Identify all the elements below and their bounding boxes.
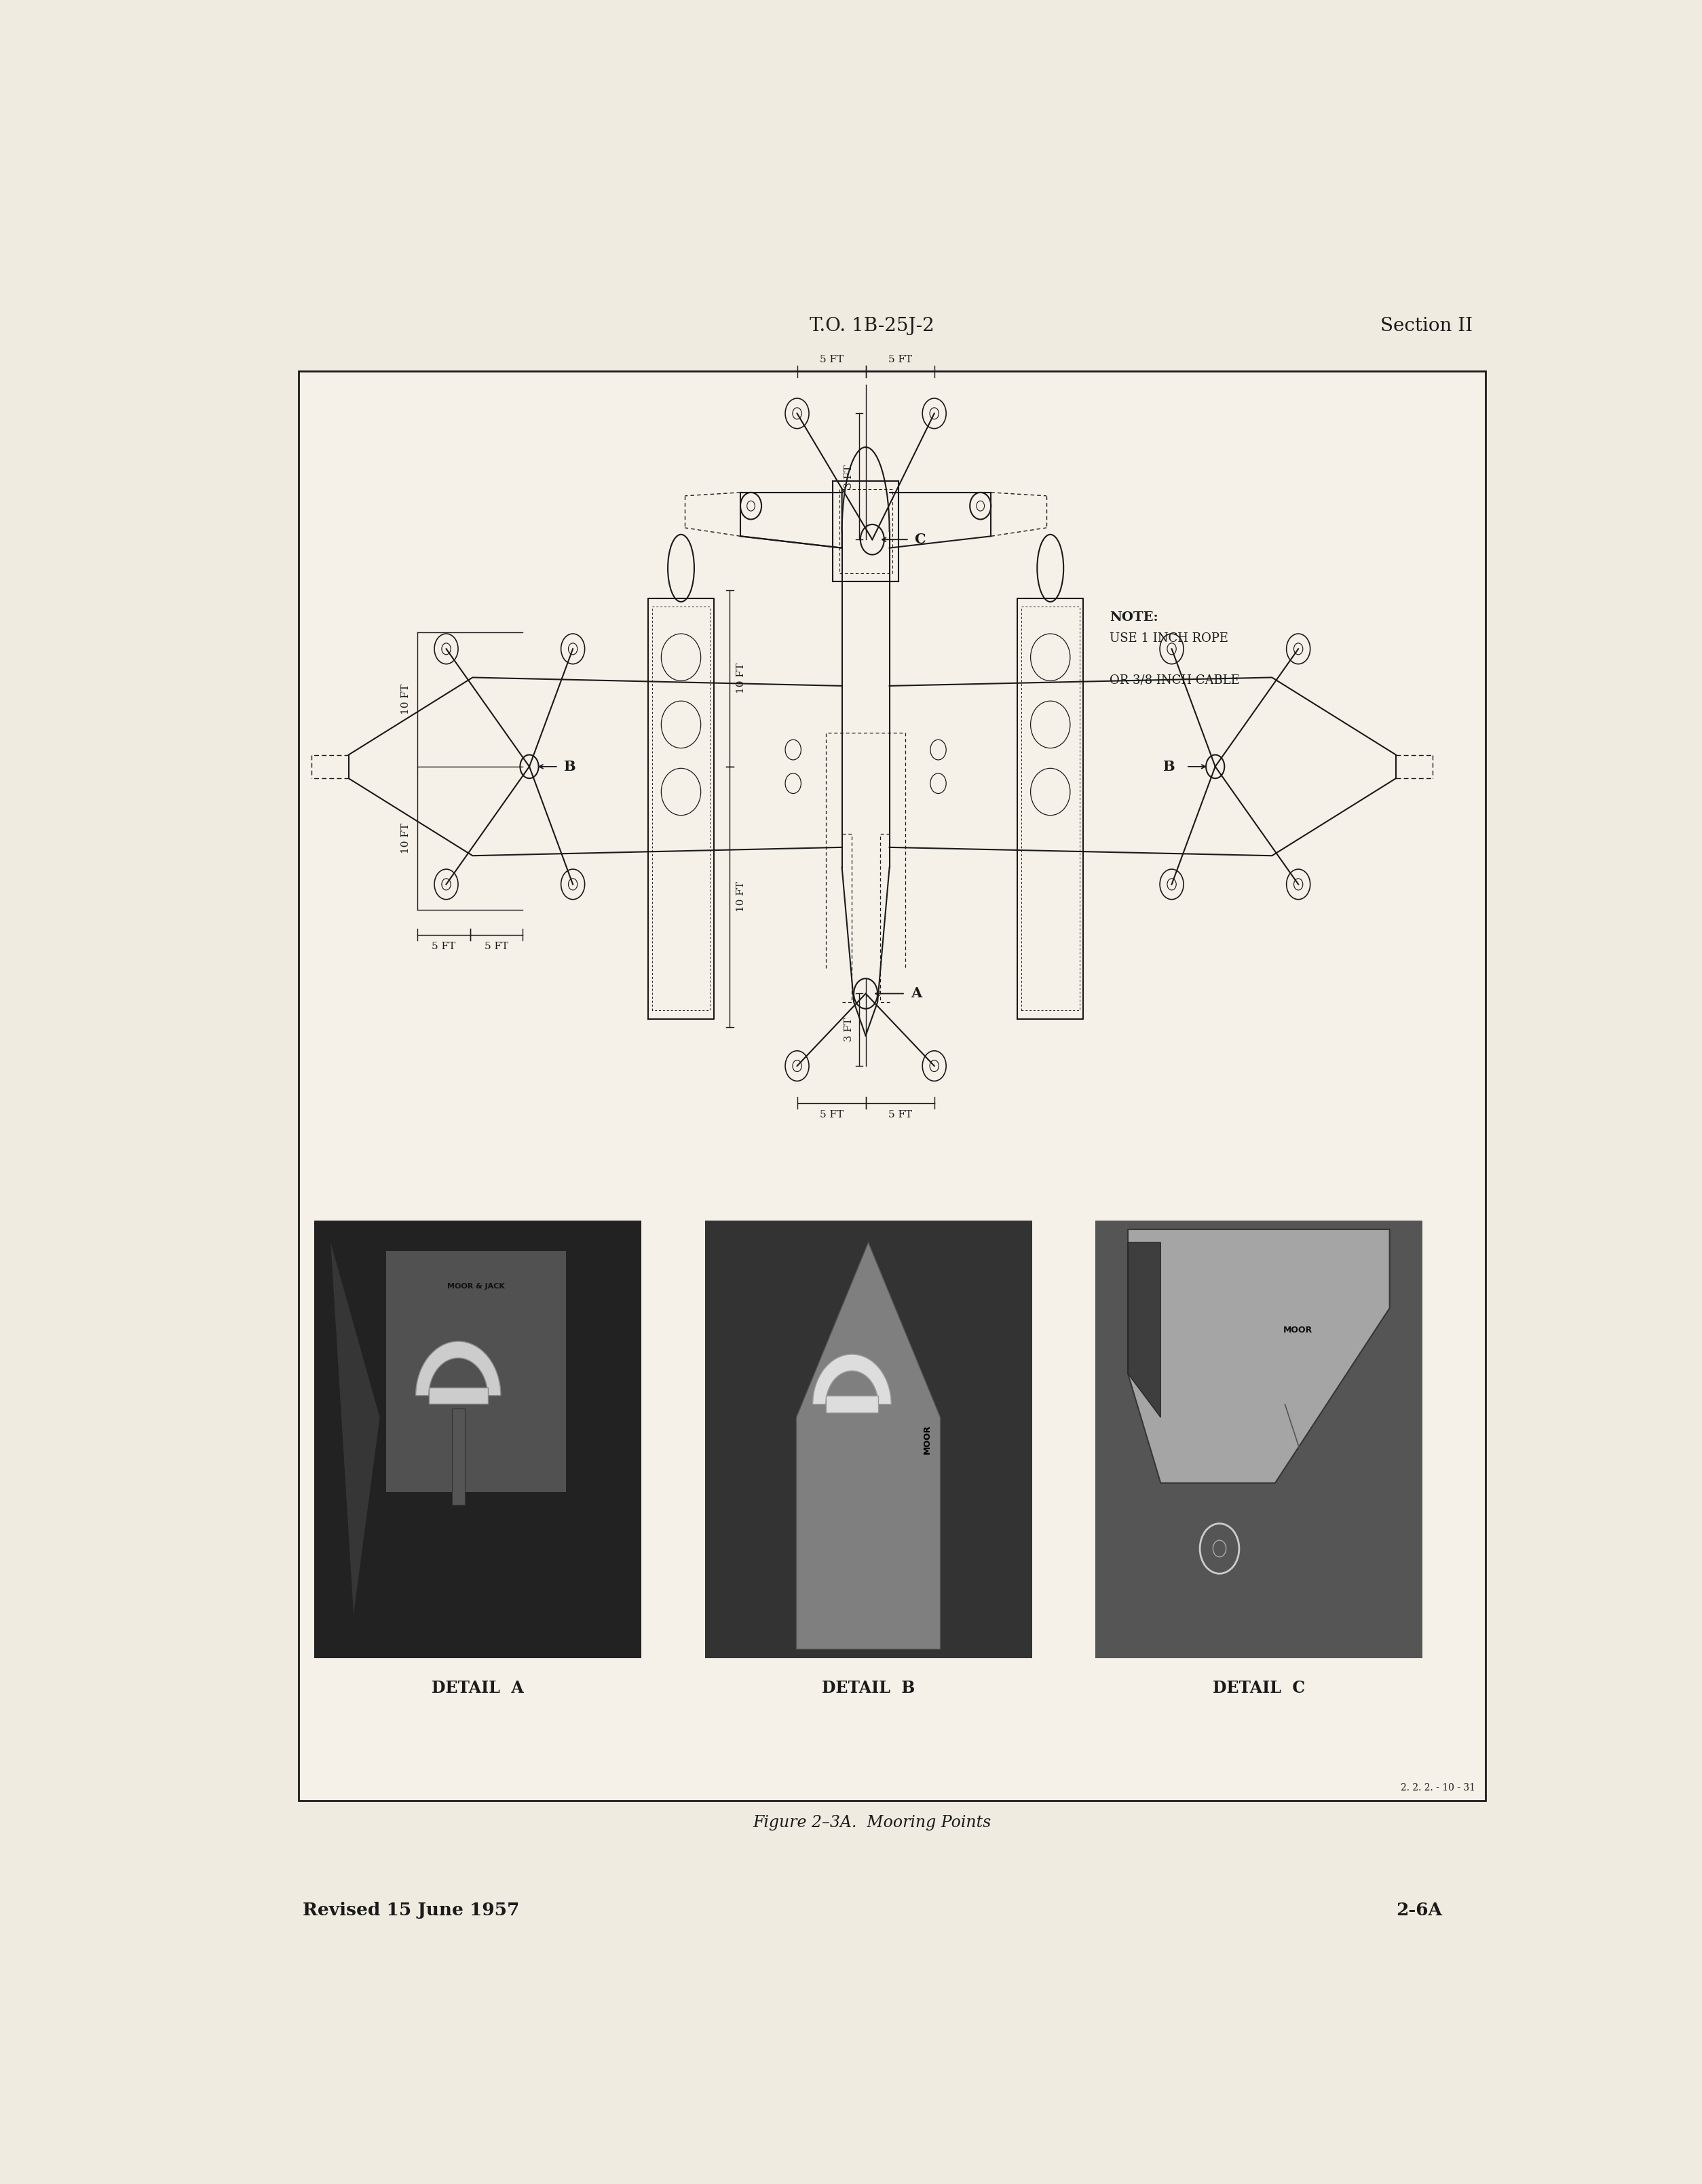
- Text: DETAIL  C: DETAIL C: [1212, 1679, 1305, 1697]
- Bar: [315, 1221, 642, 1658]
- Text: B: B: [563, 760, 575, 773]
- Text: A: A: [911, 987, 921, 1000]
- Polygon shape: [330, 1243, 380, 1614]
- Polygon shape: [797, 1243, 940, 1649]
- Text: B: B: [1162, 760, 1174, 773]
- Polygon shape: [1128, 1243, 1161, 1417]
- Text: DETAIL  B: DETAIL B: [822, 1679, 916, 1697]
- Text: C: C: [914, 533, 926, 546]
- Text: 5 FT: 5 FT: [432, 941, 456, 952]
- Text: Figure 2–3A.  Mooring Points: Figure 2–3A. Mooring Points: [752, 1815, 992, 1830]
- Text: 2-6A: 2-6A: [1396, 1902, 1442, 1918]
- Text: 5 FT: 5 FT: [485, 941, 509, 952]
- Bar: [1094, 1221, 1423, 1658]
- Text: 3 FT: 3 FT: [844, 465, 854, 489]
- Text: 10 FT: 10 FT: [402, 823, 410, 854]
- Text: Revised 15 June 1957: Revised 15 June 1957: [303, 1902, 519, 1918]
- Text: OR 3/8 INCH CABLE: OR 3/8 INCH CABLE: [1110, 675, 1239, 686]
- Bar: [705, 1221, 1031, 1658]
- Text: MOOR & JACK: MOOR & JACK: [448, 1282, 505, 1289]
- Text: 5 FT: 5 FT: [819, 1109, 842, 1120]
- Bar: [451, 1409, 465, 1505]
- Text: USE 1 INCH ROPE: USE 1 INCH ROPE: [1110, 631, 1229, 644]
- Text: 3 FT: 3 FT: [844, 1018, 854, 1042]
- Bar: [298, 371, 1486, 1802]
- Wedge shape: [814, 1354, 892, 1404]
- Text: 2. 2. 2. - 10 - 31: 2. 2. 2. - 10 - 31: [1401, 1782, 1476, 1793]
- Wedge shape: [415, 1341, 500, 1396]
- Text: 5 FT: 5 FT: [819, 354, 842, 365]
- Text: NOTE:: NOTE:: [1110, 612, 1159, 625]
- Text: MOOR: MOOR: [1283, 1326, 1312, 1334]
- Text: Section II: Section II: [1380, 317, 1472, 334]
- Text: 10 FT: 10 FT: [737, 882, 745, 913]
- Bar: [429, 1387, 488, 1404]
- Polygon shape: [1128, 1230, 1389, 1483]
- Text: 5 FT: 5 FT: [888, 354, 912, 365]
- Text: T.O. 1B-25J-2: T.O. 1B-25J-2: [810, 317, 934, 334]
- Bar: [825, 1396, 878, 1413]
- Text: 10 FT: 10 FT: [737, 664, 745, 695]
- Text: 5 FT: 5 FT: [888, 1109, 912, 1120]
- Text: 10 FT: 10 FT: [402, 684, 410, 714]
- Text: MOOR: MOOR: [922, 1424, 931, 1455]
- Text: DETAIL  A: DETAIL A: [432, 1679, 524, 1697]
- Bar: [386, 1251, 567, 1492]
